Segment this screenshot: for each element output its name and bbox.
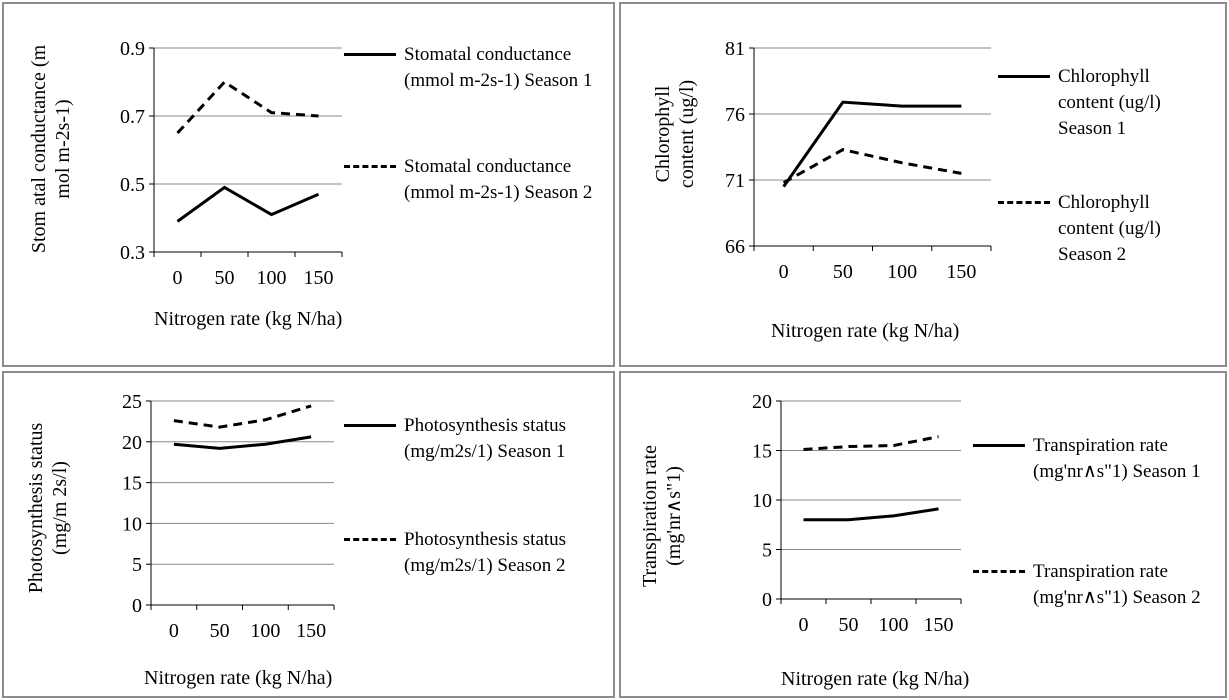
x-tick-label: 150 bbox=[924, 614, 954, 636]
x-axis-title: Nitrogen rate (kg N/ha) bbox=[781, 668, 970, 690]
legend-item-season-1: Stomatal conductance (mmol m-2s-1) Seaso… bbox=[344, 42, 614, 152]
y-tick-label: 20 bbox=[122, 432, 142, 454]
y-axis-title: Chlorophyll content (ug/l) bbox=[652, 79, 698, 189]
legend-swatch-solid bbox=[344, 53, 396, 56]
x-tick-label: 50 bbox=[833, 261, 853, 283]
legend-item-season-1: Transpiration rate (mg'nr∧s"1) Season 1 bbox=[973, 433, 1223, 543]
series-line-season-1 bbox=[782, 100, 962, 188]
series-line-season-1 bbox=[173, 435, 312, 450]
y-tick-label: 0 bbox=[132, 595, 142, 617]
y-tick-label: 5 bbox=[762, 540, 772, 562]
x-tick-label: 150 bbox=[296, 620, 326, 642]
series-line-season-2 bbox=[782, 148, 962, 184]
y-tick-label: 76 bbox=[725, 104, 745, 126]
y-tick-label: 81 bbox=[725, 38, 745, 60]
y-axis-title: Transpiration rate (mg'nr∧s"1) bbox=[639, 445, 685, 588]
legend-item-season-2: Photosynthesis status (mg/m2s/1) Season … bbox=[344, 527, 614, 637]
x-tick-label: 100 bbox=[250, 620, 280, 642]
legend-label: Stomatal conductance (mmol m-2s-1) Seaso… bbox=[404, 44, 593, 91]
series-line-season-2 bbox=[803, 435, 939, 452]
x-tick-label: 0 bbox=[169, 620, 179, 642]
x-tick-label: 50 bbox=[215, 267, 235, 289]
series-line-season-1 bbox=[176, 185, 320, 223]
legend-swatch-dashed bbox=[973, 570, 1025, 573]
x-tick-label: 0 bbox=[779, 261, 789, 283]
y-tick-label: 71 bbox=[725, 170, 745, 192]
x-tick-label: 100 bbox=[257, 267, 287, 289]
chart-panel-photosynthesis: 0 5 10 15 20 25 0 50 100 150 Photosynthesis statu… bbox=[2, 371, 615, 698]
y-tick-label: 10 bbox=[752, 490, 772, 512]
legend-label: Stomatal conductance (mmol m-2s-1) Seaso… bbox=[404, 156, 593, 203]
x-tick-label: 150 bbox=[946, 261, 976, 283]
y-axis-title: Photosynthesis status (mg/m 2s/l) bbox=[25, 422, 71, 594]
legend-label: Transpiration rate (mg'nr∧s"1) Season 1 bbox=[1033, 435, 1201, 482]
legend-swatch-dashed bbox=[344, 538, 396, 541]
legend-swatch-solid bbox=[998, 75, 1050, 78]
x-tick-label: 150 bbox=[304, 267, 334, 289]
series-line-season-2 bbox=[176, 80, 319, 135]
y-tick-label: 20 bbox=[752, 391, 772, 413]
x-axis-title: Nitrogen rate (kg N/ha) bbox=[771, 320, 960, 342]
chart-plot-stomatal: 0.3 0.5 0.7 0.9 0 50 100 150 bbox=[120, 38, 343, 289]
legend-swatch-dashed bbox=[998, 201, 1050, 204]
legend-label: Chlorophyll content (ug/l) Season 1 bbox=[1058, 66, 1161, 139]
series-line-season-2 bbox=[173, 404, 312, 429]
legend-item-season-2: Chlorophyll content (ug/l) Season 2 bbox=[998, 190, 1223, 300]
x-axis-title: Nitrogen rate (kg N/ha) bbox=[144, 667, 333, 689]
legend-item-season-1: Chlorophyll content (ug/l) Season 1 bbox=[998, 64, 1223, 174]
legend: Stomatal conductance (mmol m-2s-1) Seaso… bbox=[344, 42, 614, 272]
y-tick-label: 25 bbox=[122, 391, 142, 413]
y-tick-label: 0 bbox=[762, 589, 772, 611]
y-axis-title: Stom atal conductance (m mol m-2s-1) bbox=[28, 44, 74, 254]
chart-plot-transpiration: 0 5 10 15 20 0 50 100 150 bbox=[752, 391, 962, 636]
legend-item-season-1: Photosynthesis status (mg/m2s/1) Season … bbox=[344, 413, 614, 523]
chart-plot-photosynthesis: 0 5 10 15 20 25 0 50 100 150 bbox=[122, 391, 335, 642]
legend-label: Transpiration rate (mg'nr∧s"1) Season 2 bbox=[1033, 561, 1201, 608]
legend-label: Photosynthesis status (mg/m2s/1) Season … bbox=[404, 529, 567, 576]
legend-swatch-solid bbox=[973, 444, 1025, 447]
legend-swatch-dashed bbox=[344, 165, 396, 168]
x-tick-label: 0 bbox=[799, 614, 809, 636]
y-tick-label: 0.7 bbox=[120, 106, 145, 128]
legend-label: Photosynthesis status (mg/m2s/1) Season … bbox=[404, 415, 567, 462]
y-tick-label: 15 bbox=[122, 473, 142, 495]
legend: Chlorophyll content (ug/l) Season 1 Chlo… bbox=[998, 64, 1223, 294]
series-line-season-1 bbox=[803, 507, 939, 522]
legend-item-season-2: Transpiration rate (mg'nr∧s"1) Season 2 bbox=[973, 559, 1223, 669]
y-tick-label: 0.9 bbox=[120, 38, 145, 60]
x-tick-label: 100 bbox=[879, 614, 909, 636]
x-tick-label: 0 bbox=[173, 267, 183, 289]
chart-plot-chlorophyll: 66 71 76 81 0 50 100 150 bbox=[725, 38, 992, 283]
legend-item-season-2: Stomatal conductance (mmol m-2s-1) Seaso… bbox=[344, 154, 614, 264]
x-tick-label: 100 bbox=[887, 261, 917, 283]
legend-label: Chlorophyll content (ug/l) Season 2 bbox=[1058, 192, 1161, 265]
y-tick-label: 15 bbox=[752, 441, 772, 463]
y-tick-label: 10 bbox=[122, 513, 142, 535]
y-tick-label: 0.5 bbox=[120, 174, 145, 196]
legend: Photosynthesis status (mg/m2s/1) Season … bbox=[344, 413, 614, 643]
chart-panel-transpiration: 0 5 10 15 20 0 50 100 150 Transpiration rate (mg… bbox=[619, 371, 1227, 698]
x-tick-label: 50 bbox=[839, 614, 859, 636]
chart-panel-stomatal: 0.3 0.5 0.7 0.9 0 50 100 150 Stom atal conducta… bbox=[2, 2, 615, 367]
chart-panel-chlorophyll: 66 71 76 81 0 50 100 150 Chlorophyll content (u… bbox=[619, 2, 1227, 367]
x-axis-title: Nitrogen rate (kg N/ha) bbox=[154, 308, 343, 330]
legend: Transpiration rate (mg'nr∧s"1) Season 1 … bbox=[973, 433, 1223, 673]
y-tick-label: 66 bbox=[725, 236, 745, 258]
y-tick-label: 5 bbox=[132, 554, 142, 576]
x-tick-label: 50 bbox=[210, 620, 230, 642]
y-tick-label: 0.3 bbox=[120, 242, 145, 264]
legend-swatch-solid bbox=[344, 424, 396, 427]
